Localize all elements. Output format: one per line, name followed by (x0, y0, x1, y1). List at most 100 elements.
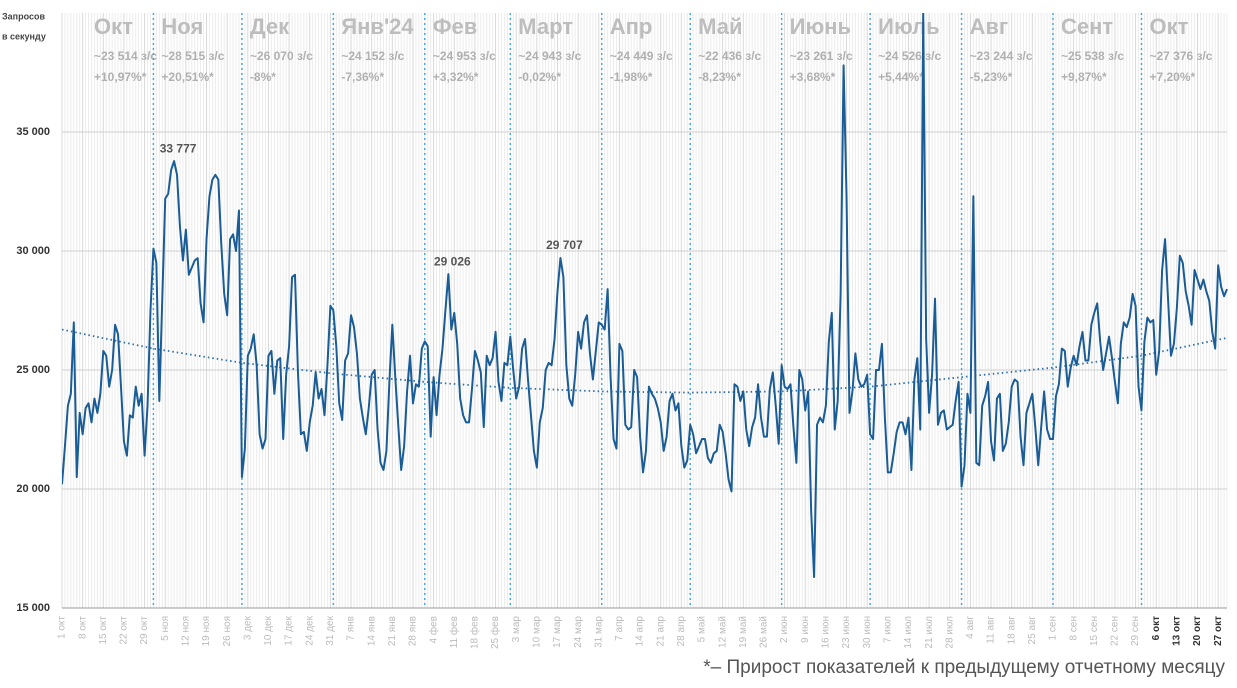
x-tick-label: 29 сен (1130, 616, 1141, 646)
y-axis-label: в секунду (2, 31, 46, 41)
x-tick-label: 3 дек (242, 615, 253, 640)
x-tick-label: 12 ноя (181, 616, 192, 646)
x-tick-label: 20 окт (1192, 616, 1203, 646)
y-tick-label: 20 000 (16, 483, 50, 495)
x-tick-label: 13 окт (1172, 616, 1183, 646)
x-tick-label: 29 окт (139, 616, 150, 645)
x-tick-label: 25 фев (489, 616, 501, 649)
x-tick-label: 10 дек (263, 615, 274, 645)
x-tick-label: 19 май (738, 616, 749, 648)
x-tick-label: 22 окт (119, 616, 130, 645)
x-tick-label: 5 май (697, 616, 708, 642)
value-label: 29 026 (434, 254, 471, 268)
month-name: Март (518, 14, 573, 39)
x-tick-label: 14 июл (903, 616, 914, 649)
x-tick-label: 14 апр (635, 616, 646, 647)
x-tick-label: 17 мар (552, 616, 563, 648)
value-label: 29 707 (546, 238, 583, 252)
plot-area (62, 13, 1228, 579)
series-line (62, 13, 1228, 579)
x-tick-label: 21 апр (655, 616, 666, 647)
month-average: ~22 436 з/с (698, 49, 761, 63)
x-tick-label: 28 июл (944, 616, 955, 649)
month-change: +3,32%* (433, 70, 479, 84)
month-average: ~25 538 з/с (1061, 49, 1124, 63)
x-tick-label: 26 ноя (222, 616, 233, 646)
month-average: ~27 376 з/с (1149, 49, 1212, 63)
x-tick-label: 2 июн (779, 616, 790, 643)
x-tick-label: 3 мар (511, 616, 522, 643)
month-change: -0,02%* (518, 70, 561, 84)
y-tick-label: 35 000 (16, 126, 50, 138)
y-tick-label: 25 000 (16, 364, 50, 376)
month-name: Ноя (161, 14, 203, 39)
month-average: ~24 152 з/с (341, 49, 404, 63)
x-tick-label: 22 сен (1110, 616, 1121, 646)
month-name: Апр (610, 14, 653, 39)
month-average: ~23 261 з/с (790, 49, 853, 63)
x-tick-label: 7 апр (614, 616, 625, 641)
x-tick-label: 8 сен (1068, 616, 1079, 640)
x-tick-label: 18 фев (469, 616, 481, 649)
x-tick-label: 28 янв (408, 616, 419, 646)
month-average: ~26 070 з/с (250, 49, 313, 63)
y-axis-label: Запросов (2, 11, 45, 21)
month-average: ~28 515 з/с (161, 49, 224, 63)
x-tick-label: 8 окт (77, 616, 88, 639)
month-name: Сент (1061, 14, 1113, 39)
month-average: ~23 244 з/с (970, 49, 1033, 63)
month-name: Дек (250, 14, 290, 39)
month-name: Май (698, 14, 742, 39)
month-change: +3,68%* (790, 70, 836, 84)
month-change: +5,44%* (878, 70, 924, 84)
x-tick-label: 25 авг (1027, 616, 1038, 645)
y-tick-label: 30 000 (16, 245, 50, 257)
month-name: Окт (1149, 14, 1188, 39)
x-tick-label: 9 июн (800, 616, 811, 643)
month-name: Июнь (790, 14, 851, 39)
x-tick-label: 1 окт (57, 616, 68, 639)
x-tick-label: 19 ноя (201, 616, 212, 646)
x-tick-label: 4 фев (427, 616, 439, 643)
x-tick-label: 14 янв (366, 616, 377, 646)
x-tick-label: 7 янв (346, 616, 357, 641)
x-tick-label: 21 янв (387, 616, 398, 646)
x-tick-label: 31 мар (593, 616, 604, 648)
month-change: -1,98%* (610, 70, 653, 84)
x-tick-label: 1 сен (1048, 616, 1059, 640)
month-change: -8%* (250, 70, 276, 84)
month-name: Окт (94, 14, 133, 39)
x-tick-label: 16 июн (821, 616, 832, 649)
x-tick-label: 24 дек (304, 615, 315, 645)
footnote: *– Прирост показателей к предыдущему отч… (703, 657, 1225, 678)
value-label: 33 777 (160, 141, 197, 155)
x-tick-label: 11 авг (986, 616, 997, 644)
month-change: +10,97%* (94, 70, 147, 84)
month-average: ~23 514 з/с (94, 49, 157, 63)
month-name: Авг (970, 14, 1009, 39)
month-name: Фев (433, 14, 478, 39)
x-tick-label: 27 окт (1213, 616, 1224, 646)
x-tick-label: 21 июл (924, 616, 935, 649)
x-tick-label: 6 окт (1151, 616, 1162, 640)
month-change: +9,87%* (1061, 70, 1107, 84)
x-tick-label: 30 июн (862, 616, 873, 649)
x-tick-label: 15 сен (1089, 616, 1100, 646)
month-average: ~24 953 з/с (433, 49, 496, 63)
month-average: ~24 449 з/с (610, 49, 673, 63)
month-average: ~24 526 з/с (878, 49, 941, 63)
x-tick-label: 15 окт (98, 616, 109, 645)
x-tick-label: 23 июн (841, 616, 852, 649)
x-tick-label: 28 апр (676, 616, 687, 647)
month-change: +7,20%* (1149, 70, 1195, 84)
month-name: Янв'24 (341, 14, 414, 39)
month-change: -5,23%* (970, 70, 1013, 84)
month-change: +20,51%* (161, 70, 214, 84)
x-tick-label: 5 ноя (160, 616, 171, 641)
month-average: ~24 943 з/с (518, 49, 581, 63)
x-tick-label: 4 авг (965, 616, 976, 639)
month-change: -8,23%* (698, 70, 741, 84)
y-tick-label: 15 000 (16, 602, 50, 614)
x-tick-label: 24 мар (573, 616, 584, 648)
